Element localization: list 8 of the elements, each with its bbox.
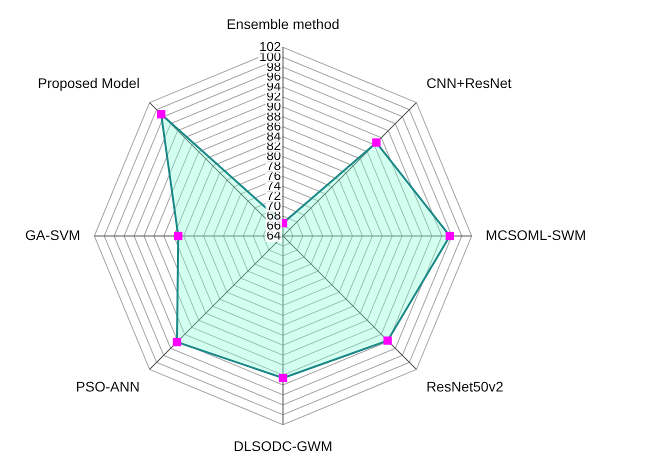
spoke-label: Proposed Model xyxy=(38,75,140,92)
spoke-label: PSO-ANN xyxy=(76,378,140,395)
spoke-label: DLSODC-GWM xyxy=(234,438,332,454)
spoke-label: MCSOML-SWM xyxy=(486,226,586,243)
spoke-label: CNN+ResNet xyxy=(426,75,512,92)
spoke-label: ResNet50v2 xyxy=(426,378,504,395)
spoke-label: GA-SVM xyxy=(25,226,80,243)
spoke-label: Ensemble method xyxy=(226,16,340,32)
